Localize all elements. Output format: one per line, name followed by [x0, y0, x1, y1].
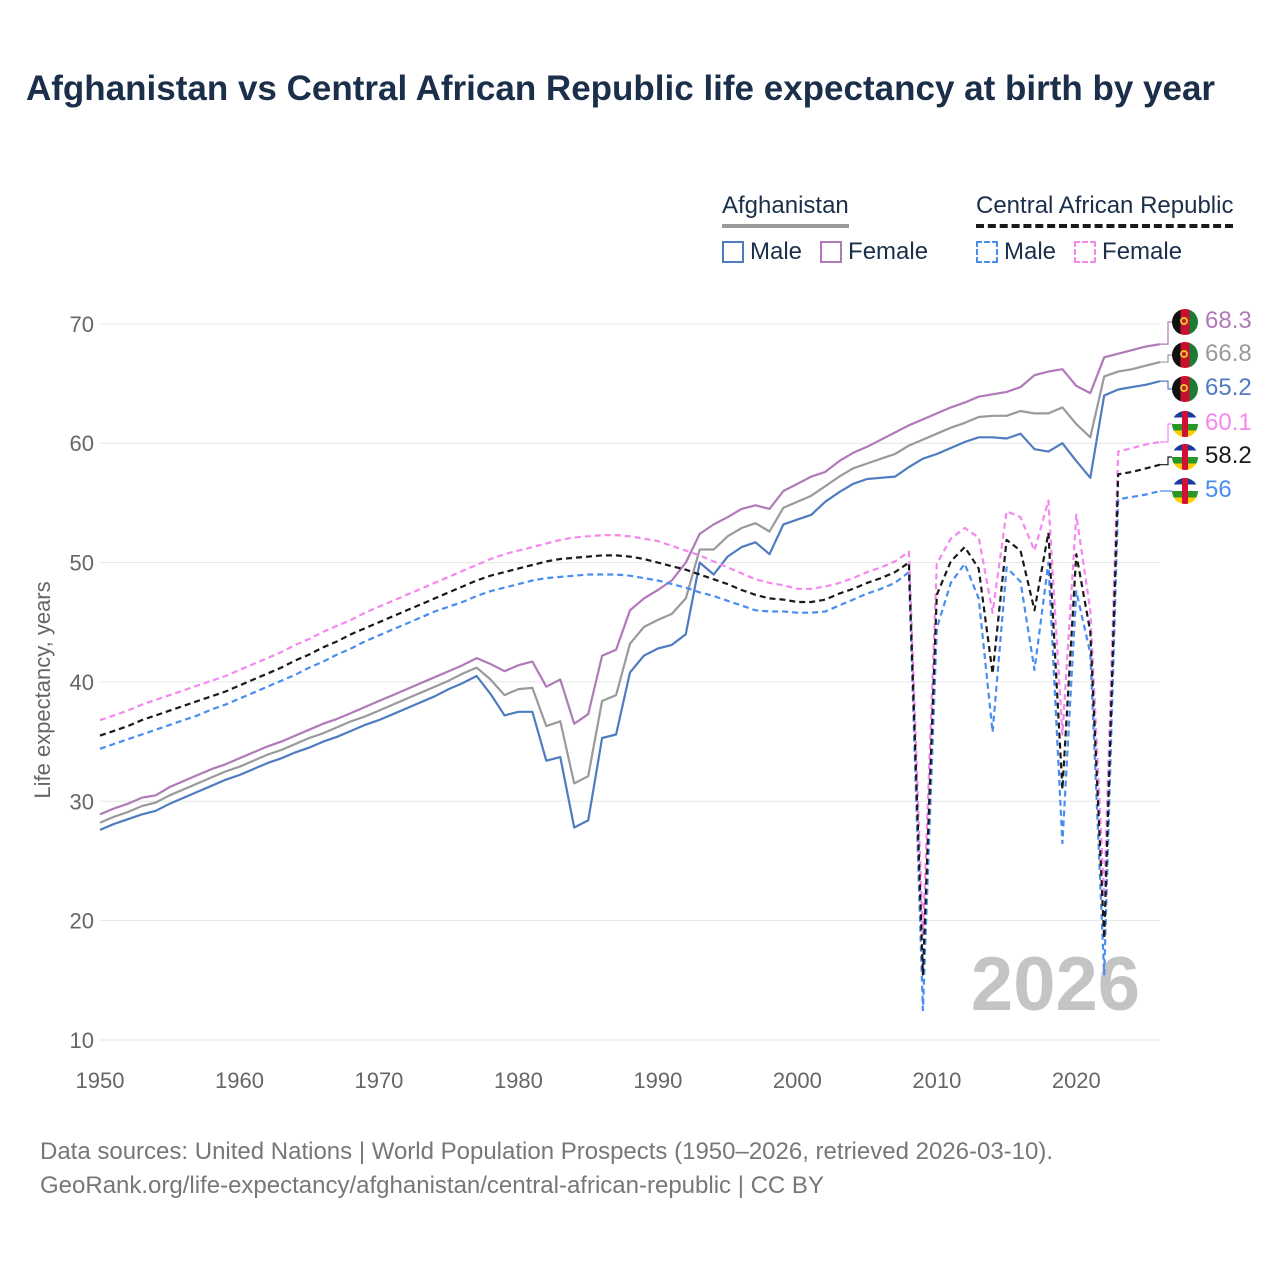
legend-group-car-label: Central African Republic	[976, 192, 1234, 228]
legend-group-central-african-republic[interactable]: Central African Republic Male Female	[976, 192, 1234, 266]
y-axis-label: Life expectancy, years	[30, 581, 55, 798]
end-value-label: 56	[1205, 476, 1232, 503]
legend-label-car-female: Female	[1102, 238, 1183, 265]
x-tick-label-1950: 1950	[76, 1068, 125, 1093]
footer-sources: Data sources: United Nations | World Pop…	[40, 1138, 1054, 1165]
series-line-central-african-republic-both	[99, 463, 1161, 976]
chart-title: Afghanistan vs Central African Republic …	[26, 69, 1216, 108]
legend-item-car-female[interactable]: Female	[1074, 238, 1182, 266]
x-tick-label-2000: 2000	[773, 1068, 822, 1093]
afghanistan-flag-icon	[1172, 342, 1198, 368]
series-line-central-african-republic-male	[99, 489, 1161, 1012]
legend-group-afghanistan-label: Afghanistan	[722, 192, 849, 228]
legend-swatch-afghanistan-female	[820, 241, 843, 263]
end-value-label: 65.2	[1205, 374, 1252, 401]
y-tick-label-70: 70	[70, 312, 94, 337]
footer: Data sources: United Nations | World Pop…	[40, 1135, 1053, 1203]
series-line-afghanistan-both	[99, 361, 1161, 824]
legend-swatch-afghanistan-male	[722, 241, 744, 263]
y-tick-label-30: 30	[70, 789, 94, 814]
x-tick-label-1970: 1970	[354, 1068, 403, 1093]
y-tick-label-20: 20	[70, 909, 94, 934]
legend-group-afghanistan[interactable]: Afghanistan Male Female	[722, 192, 928, 266]
legend-item-car-male[interactable]: Male	[976, 238, 1056, 266]
y-tick-label-10: 10	[70, 1028, 94, 1053]
end-value-label: 66.8	[1205, 340, 1252, 367]
end-value-label: 68.3	[1205, 307, 1252, 334]
central-african-republic-flag-icon	[1172, 444, 1198, 470]
x-tick-label-1960: 1960	[215, 1068, 264, 1093]
end-label-connector	[1160, 456, 1172, 466]
year-watermark: 2026	[971, 942, 1140, 1027]
legend-label-car-male: Male	[1004, 238, 1057, 265]
x-tick-label-1990: 1990	[633, 1068, 682, 1093]
series-line-afghanistan-male	[99, 380, 1161, 831]
afghanistan-flag-icon	[1172, 376, 1198, 402]
end-label-connector	[1160, 321, 1172, 345]
legend-label-afghanistan-male: Male	[750, 238, 803, 265]
legend-item-afghanistan-male[interactable]: Male	[722, 238, 802, 266]
end-label-connector	[1160, 380, 1172, 390]
x-tick-label-2010: 2010	[912, 1068, 961, 1093]
y-tick-label-60: 60	[70, 431, 94, 456]
central-african-republic-flag-icon	[1172, 478, 1198, 504]
afghanistan-flag-icon	[1172, 309, 1198, 335]
x-tick-label-2020: 2020	[1052, 1068, 1101, 1093]
legend-item-afghanistan-female[interactable]: Female	[820, 238, 928, 266]
y-tick-label-40: 40	[70, 670, 94, 695]
legend-label-afghanistan-female: Female	[848, 238, 929, 265]
x-tick-label-1980: 1980	[494, 1068, 543, 1093]
end-label-connector	[1160, 423, 1172, 443]
series-line-central-african-republic-female	[99, 440, 1161, 937]
central-african-republic-flag-icon	[1172, 411, 1198, 437]
y-tick-label-50: 50	[70, 551, 94, 576]
end-value-label: 58.2	[1205, 442, 1252, 469]
end-value-label: 60.1	[1205, 409, 1252, 436]
legend-swatch-car-female	[1074, 241, 1097, 263]
legend-swatch-car-male	[976, 241, 998, 263]
end-label-connector	[1160, 354, 1172, 363]
series-line-afghanistan-female	[99, 343, 1161, 816]
footer-url: GeoRank.org/life-expectancy/afghanistan/…	[40, 1172, 824, 1199]
